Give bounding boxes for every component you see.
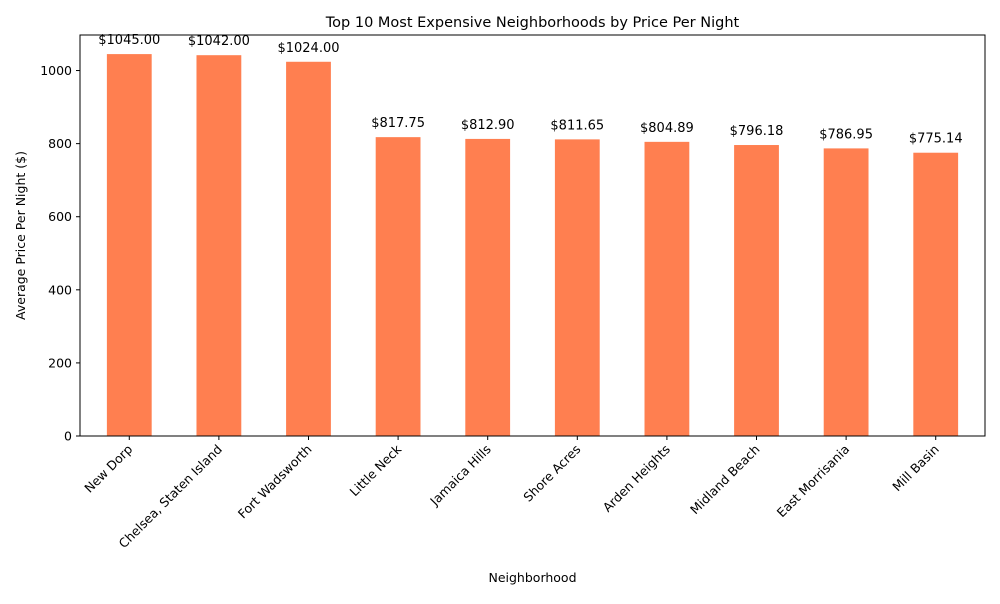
x-tick-label: Little Neck [347,441,405,499]
x-tick-label: Fort Wadsworth [235,442,315,522]
y-tick-label: 600 [48,209,72,224]
bar-value-label: $1045.00 [98,33,160,48]
x-tick-label: Jamaica Hills [426,442,494,510]
bar-value-label: $1024.00 [277,41,339,56]
x-axis-label: Neighborhood [488,570,576,585]
bar-value-label: $786.95 [819,127,873,142]
bar-value-label: $775.14 [909,132,963,147]
x-tick-label: New Dorp [81,441,135,495]
x-tick-label: Chelsea, Staten Island [116,442,225,551]
bar [734,145,779,436]
y-tick-label: 1000 [40,63,72,78]
plot-area-frame [79,34,986,437]
bar-value-label: $804.89 [640,121,694,136]
bar [196,55,242,436]
bar [644,141,690,436]
bar [465,138,511,437]
y-tick-label: 200 [48,355,72,370]
x-tick-label: Arden Heights [600,442,673,515]
y-tick-label: 0 [64,429,72,444]
bars-group [106,54,959,437]
chart-title: Top 10 Most Expensive Neighborhoods by P… [325,15,740,31]
x-tick-label: Midland Beach [687,442,763,518]
bar [106,54,152,436]
bar [823,148,869,436]
value-labels-group: $1045.00 $1042.00 $1024.00 $817.75 $812.90 $8… [98,33,962,147]
bar [286,61,331,437]
y-tick-label: 400 [48,282,72,297]
x-tick-label: East Morrisania [774,442,853,521]
bar-value-label: $817.75 [371,116,425,131]
y-axis: 0 200 400 600 800 1000 [40,63,80,444]
y-tick-label: 800 [48,136,72,151]
y-axis-label: Average Price Per Night ($) [13,151,28,320]
bar-value-label: $1042.00 [188,34,250,49]
bar-value-label: $811.65 [550,118,604,133]
bar-value-label: $812.90 [461,118,515,133]
x-tick-label: Mill Basin [889,442,942,495]
bar [375,137,421,436]
bar [554,139,600,436]
bar-value-label: $796.18 [730,124,784,139]
bar [913,152,959,437]
x-tick-label: Shore Acres [520,442,583,505]
